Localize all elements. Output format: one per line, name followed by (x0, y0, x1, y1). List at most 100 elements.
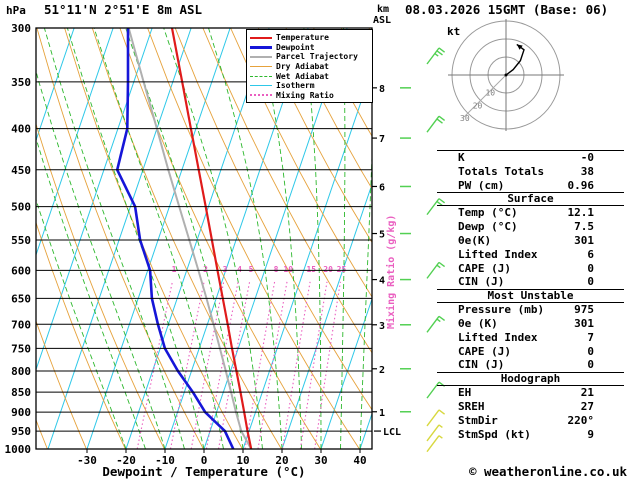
stat-value: 21 (580, 386, 594, 400)
temperature-axis-label: Dewpoint / Temperature (°C) (102, 464, 306, 479)
mixing-ratio-value: 20 (323, 265, 333, 274)
stat-row: Totals Totals 38 (437, 165, 624, 179)
temperature-tick-label: 20 (275, 454, 288, 467)
km-tick-label: 8 (379, 84, 385, 95)
wind-barb-column (426, 47, 446, 453)
legend-item: Isotherm (250, 81, 372, 91)
stat-label: θe (K) (458, 316, 498, 330)
stat-label: K (458, 151, 465, 164)
km-tick-label: 4 (379, 276, 385, 287)
station-title: 51°11'N 2°51'E 8m ASL (44, 2, 203, 17)
hodograph-origin-dot (504, 73, 508, 77)
stat-label: CAPE (J) (458, 261, 511, 275)
temperature-tick-label: -10 (155, 454, 175, 467)
stat-value: 9 (587, 427, 594, 441)
stat-value: 7.5 (574, 220, 594, 234)
stat-label: Pressure (mb) (458, 303, 545, 317)
legend-line-sample (250, 75, 272, 77)
mixing-ratio-value: 3 (223, 265, 228, 274)
legend-label: Dry Adiabat (276, 62, 329, 72)
mixing-ratio-axis-label: Mixing Ratio (g/kg) (386, 214, 397, 330)
stats-section-header: Most Unstable (437, 289, 624, 304)
legend-line-sample (250, 66, 272, 68)
legend-item: Temperature (250, 33, 372, 43)
legend-line-sample (250, 45, 272, 49)
stat-value: 220° (567, 413, 595, 427)
legend-line-sample (250, 55, 272, 58)
stat-row: θe (K) 301 (437, 317, 624, 331)
temperature-tick-label: -20 (116, 454, 136, 467)
hodograph-ring-label: 20 (473, 101, 483, 110)
temperature-tick-label: 0 (201, 454, 208, 467)
legend-label: Dewpoint (276, 42, 315, 52)
stat-row: Temp (°C) 12.1 (437, 206, 624, 220)
temperature-tick-label: 40 (353, 454, 366, 467)
mixing-ratio-value: 10 (283, 265, 293, 274)
hodograph-ring-label: 10 (485, 89, 495, 98)
mixing-ratio-labels: 1 2 3 4 5 8 10 15 20 25 (172, 265, 347, 274)
stat-value: 38 (580, 164, 594, 178)
stat-label: StmDir (458, 413, 498, 427)
height-unit-km-label: km (377, 4, 389, 15)
stats-panel: K -0 Totals Totals 38 PW (cm) 0.96 Surface Temp… (437, 150, 624, 441)
wind-barb (426, 198, 446, 216)
stat-label: CIN (J) (458, 358, 505, 372)
stat-row: θe(K) 301 (437, 234, 624, 248)
km-tick-label: 5 (379, 230, 385, 241)
stat-label: Totals Totals (458, 164, 545, 178)
stat-value: 0 (587, 344, 594, 358)
stat-value: 301 (574, 233, 594, 247)
stat-row: Dewp (°C) 7.5 (437, 220, 624, 234)
pressure-tick-label: 450 (11, 164, 31, 177)
pressure-tick-label: 700 (11, 318, 31, 331)
pressure-tick-label: 800 (11, 365, 31, 378)
hodograph-trace (505, 43, 525, 76)
stats-section-header: Surface (437, 192, 624, 207)
wind-barb (426, 424, 443, 442)
height-unit-asl-label: ASL (373, 15, 391, 26)
temperature-tick-label: -30 (77, 454, 97, 467)
pressure-tick-label: 550 (11, 234, 31, 247)
mixing-ratio-value: 25 (337, 265, 347, 274)
wind-barb (426, 315, 446, 333)
stat-row: SREH 27 (437, 400, 624, 414)
stat-value: 0.96 (567, 178, 595, 192)
legend-label: Temperature (276, 33, 329, 43)
stat-value: 0 (587, 261, 594, 275)
stat-label: Temp (°C) (458, 206, 518, 220)
hodograph-arrowhead (516, 44, 523, 50)
mixing-ratio-value: 4 (237, 265, 242, 274)
hodograph-unit-label: kt (447, 25, 460, 38)
stat-label: θe(K) (458, 233, 492, 247)
stat-row: K -0 (437, 151, 624, 165)
stat-row: Pressure (mb) 975 (437, 303, 624, 317)
legend-label: Wet Adiabat (276, 71, 329, 81)
pressure-tick-label: 300 (11, 22, 31, 35)
lcl-label: LCL (383, 427, 401, 438)
pressure-unit-label: hPa (6, 4, 26, 17)
pressure-tick-label: 600 (11, 264, 31, 277)
stat-row: EH 21 (437, 386, 624, 400)
temperature-tick-label: 10 (236, 454, 249, 467)
wind-barb (426, 47, 446, 65)
km-tick-label: 3 (379, 321, 385, 332)
temperature-axis: -30 -20 -10 0 10 20 30 40 (77, 449, 367, 467)
stat-label: PW (cm) (458, 178, 505, 192)
stat-row: Lifted Index 6 (437, 248, 624, 262)
temperature-tick-label: 30 (314, 454, 327, 467)
legend-line-sample (250, 94, 272, 97)
stat-value: 27 (580, 399, 594, 413)
stat-value: -0 (580, 151, 594, 164)
mixing-ratio-value: 8 (274, 265, 279, 274)
km-tick-label: 1 (379, 408, 385, 419)
legend-item: Wet Adiabat (250, 71, 372, 81)
stat-value: 0 (587, 358, 594, 372)
mixing-ratio-value: 15 (306, 265, 316, 274)
legend-line-sample (250, 36, 272, 39)
pressure-tick-label: 1000 (5, 443, 32, 456)
mixing-ratio-value: 5 (249, 265, 254, 274)
mixing-ratio-value: 1 (172, 265, 177, 274)
